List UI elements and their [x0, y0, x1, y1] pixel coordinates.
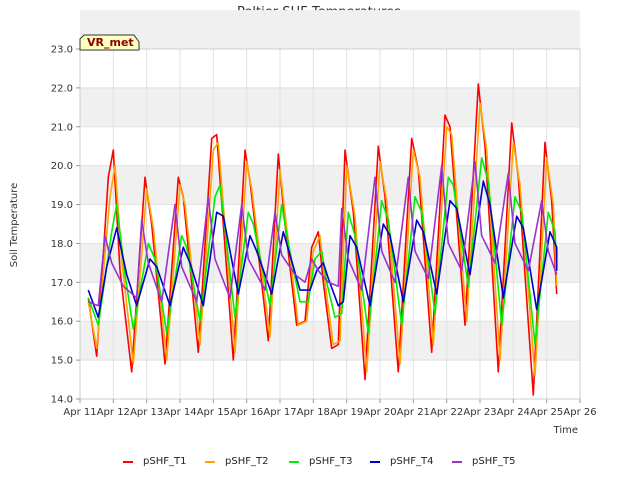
- y-tick-label: 22.0: [51, 83, 73, 94]
- legend-label: pSHF_T5: [472, 456, 515, 467]
- x-tick-label: Apr 19: [330, 407, 363, 418]
- legend-label: pSHF_T1: [143, 456, 186, 467]
- x-tick-label: Apr 25: [530, 407, 563, 418]
- x-tick-label: Apr 15: [197, 407, 230, 418]
- x-axis-label: Time: [553, 425, 578, 436]
- legend-item-pSHF_T1: pSHF_T1: [123, 456, 186, 467]
- plot-band: [80, 10, 580, 49]
- series-line-pSHF_T1: [87, 83, 558, 396]
- x-tick-label: Apr 11: [63, 407, 96, 418]
- x-axis-ticks: Apr 11 Apr 12 Apr 13 Apr 14 Apr 15 Apr 16 Apr …: [63, 399, 597, 418]
- legend-item-pSHF_T5: pSHF_T5: [452, 456, 515, 467]
- y-tick-label: 21.0: [51, 122, 73, 133]
- x-tick-label: Apr 18: [297, 407, 330, 418]
- x-tick-label: Apr 22: [430, 407, 463, 418]
- badge-box: [79, 34, 140, 51]
- legend-label: pSHF_T2: [225, 456, 268, 467]
- series-line-pSHF_T5: [88, 161, 558, 307]
- plot-band: [80, 87, 580, 127]
- x-tick-label: Apr 23: [463, 407, 496, 418]
- x-tick-label: Apr 26: [563, 407, 596, 418]
- badge-label: VR_met: [87, 36, 134, 49]
- plot-band: [80, 165, 580, 205]
- y-tick-label: 18.0: [51, 239, 73, 250]
- y-tick-label: 17.0: [51, 278, 73, 289]
- x-tick-label: Apr 13: [130, 407, 163, 418]
- series-line-pSHF_T4: [87, 180, 558, 319]
- x-tick-label: Apr 14: [163, 407, 196, 418]
- x-tick-label: Apr 24: [497, 407, 530, 418]
- legend-label: pSHF_T4: [390, 456, 433, 467]
- legend-item-pSHF_T3: pSHF_T3: [289, 456, 352, 467]
- y-tick-label: 16.0: [51, 317, 73, 328]
- x-tick-label: Apr 16: [230, 407, 263, 418]
- y-tick-label: 14.0: [51, 395, 73, 406]
- x-tick-label: Apr 20: [363, 407, 396, 418]
- station-badge: VR_met: [79, 34, 140, 51]
- legend: pSHF_T1 pSHF_T2 pSHF_T3 pSHF_T4 pSHF_T5: [123, 456, 515, 467]
- y-axis-label: Soil Temperature: [9, 183, 20, 268]
- legend-item-pSHF_T2: pSHF_T2: [205, 456, 268, 467]
- x-tick-label: Apr 12: [97, 407, 130, 418]
- x-tick-label: Apr 21: [397, 407, 430, 418]
- legend-label: pSHF_T3: [309, 456, 352, 467]
- x-tick-label: Apr 17: [263, 407, 296, 418]
- y-axis-ticks: 14.0 15.0 16.0 17.0 18.0 19.0 20.0 21.0 22.0 23.0: [51, 45, 80, 406]
- y-tick-label: 20.0: [51, 161, 73, 172]
- y-tick-label: 23.0: [51, 45, 73, 56]
- legend-item-pSHF_T4: pSHF_T4: [370, 456, 433, 467]
- y-tick-label: 15.0: [51, 356, 73, 367]
- series-group: [87, 83, 558, 396]
- y-tick-label: 19.0: [51, 200, 73, 211]
- axes: [79, 48, 581, 400]
- plot-frame: [79, 48, 581, 400]
